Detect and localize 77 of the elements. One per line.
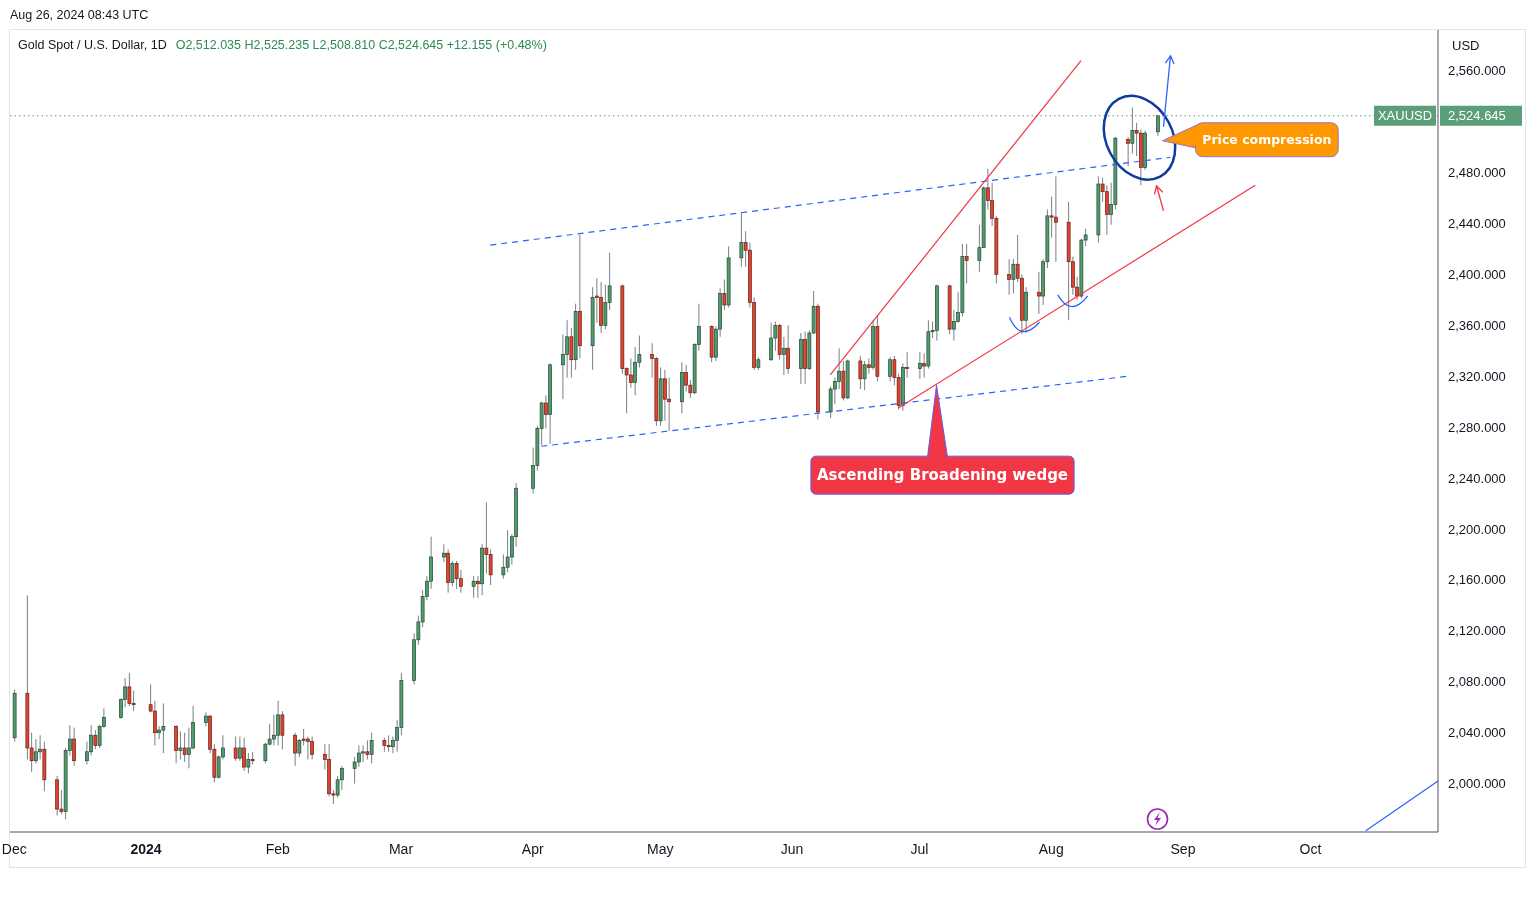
candlestick bbox=[361, 744, 365, 763]
candlestick bbox=[476, 575, 480, 599]
y-tick-label: 2,320.000 bbox=[1448, 368, 1506, 384]
y-tick-label: 2,000.000 bbox=[1448, 776, 1506, 792]
y-tick-label: 2,280.000 bbox=[1448, 419, 1506, 435]
candlestick bbox=[182, 732, 187, 763]
candlestick bbox=[1126, 136, 1130, 167]
candlestick bbox=[888, 356, 892, 382]
candlestick bbox=[786, 324, 790, 375]
candlestick bbox=[905, 351, 909, 379]
candlestick bbox=[161, 702, 166, 754]
x-tick-label: Oct bbox=[1299, 840, 1322, 857]
candlestick bbox=[242, 737, 246, 772]
candlestick bbox=[72, 727, 76, 767]
x-tick-label: Sep bbox=[1170, 840, 1196, 857]
y-tick-label: 2,120.000 bbox=[1448, 623, 1506, 639]
candlestick bbox=[263, 742, 268, 764]
candlestick bbox=[233, 736, 238, 762]
y-tick-label: 2,080.000 bbox=[1448, 674, 1506, 690]
text: Aug 26, 2024 08:43 UTC bbox=[10, 8, 149, 22]
candlestick bbox=[369, 732, 374, 764]
x-tick-label: Mar bbox=[388, 840, 414, 857]
candlestick bbox=[127, 672, 132, 707]
candlestick bbox=[442, 543, 446, 563]
y-tick-label: 2,240.000 bbox=[1448, 470, 1506, 486]
y-tick-label: 2,360.000 bbox=[1448, 317, 1506, 333]
y-tick-label: 2,200.000 bbox=[1448, 521, 1506, 537]
candlestick bbox=[34, 738, 38, 764]
candlestick bbox=[867, 357, 871, 375]
x-tick-label: Feb bbox=[265, 840, 291, 857]
candlestick bbox=[454, 560, 459, 590]
x-tick-label: May bbox=[647, 840, 674, 857]
x-tick-label: Aug bbox=[1038, 840, 1064, 857]
x-tick-label: Jun bbox=[780, 840, 804, 857]
y-tick-label: 2,440.000 bbox=[1448, 216, 1506, 232]
annotation: Ascending Broadening wedge bbox=[816, 466, 1069, 485]
candlestick bbox=[246, 752, 251, 774]
candlestick bbox=[769, 322, 773, 362]
candlestick bbox=[544, 394, 548, 429]
x-tick-label: Jul bbox=[910, 840, 929, 857]
x-tick-label: 2024 bbox=[130, 840, 162, 857]
y-tick-label: 2,480.000 bbox=[1448, 165, 1506, 181]
candlestick bbox=[93, 729, 98, 750]
candlestick bbox=[1007, 258, 1011, 296]
candlestick bbox=[178, 730, 183, 760]
candlestick bbox=[450, 560, 455, 587]
candlestick bbox=[858, 355, 863, 390]
y-axis-title: USD bbox=[1452, 38, 1480, 53]
candlestick bbox=[276, 700, 280, 746]
annotation: Price compression bbox=[1202, 132, 1332, 148]
candlestick bbox=[1037, 271, 1041, 315]
candlestick bbox=[918, 351, 922, 380]
y-tick-label: 2,160.000 bbox=[1448, 572, 1506, 588]
y-tick-label: 2,040.000 bbox=[1448, 725, 1506, 741]
y-tick-label: 2,524.645 bbox=[1448, 108, 1506, 124]
candlestick bbox=[471, 575, 476, 599]
candlestick bbox=[204, 711, 208, 727]
y-tick-label: 2,560.000 bbox=[1448, 63, 1506, 79]
candlestick bbox=[280, 710, 285, 750]
text: O2,512.035 H2,525.235 L2,508.810 C2,524.645 +12.155 (+0.48%) bbox=[175, 38, 547, 52]
candlestick bbox=[684, 364, 688, 393]
candlestick bbox=[310, 736, 314, 760]
x-tick-label: Dec bbox=[1, 840, 27, 857]
candlestick bbox=[862, 360, 867, 391]
candlestick bbox=[38, 734, 42, 760]
candlestick bbox=[964, 243, 969, 284]
candlestick bbox=[782, 336, 786, 376]
ref-line-label: XAUUSD bbox=[1377, 108, 1433, 124]
y-tick-label: 2,400.000 bbox=[1448, 266, 1506, 282]
candlestick bbox=[739, 211, 744, 268]
candlestick bbox=[293, 732, 297, 767]
candlestick bbox=[722, 279, 727, 311]
candlestick bbox=[922, 352, 926, 379]
x-tick-label: Apr bbox=[521, 840, 544, 857]
candlestick bbox=[365, 739, 370, 760]
candlestick bbox=[238, 736, 242, 762]
text: Gold Spot / U.S. Dollar, 1D bbox=[18, 38, 167, 52]
